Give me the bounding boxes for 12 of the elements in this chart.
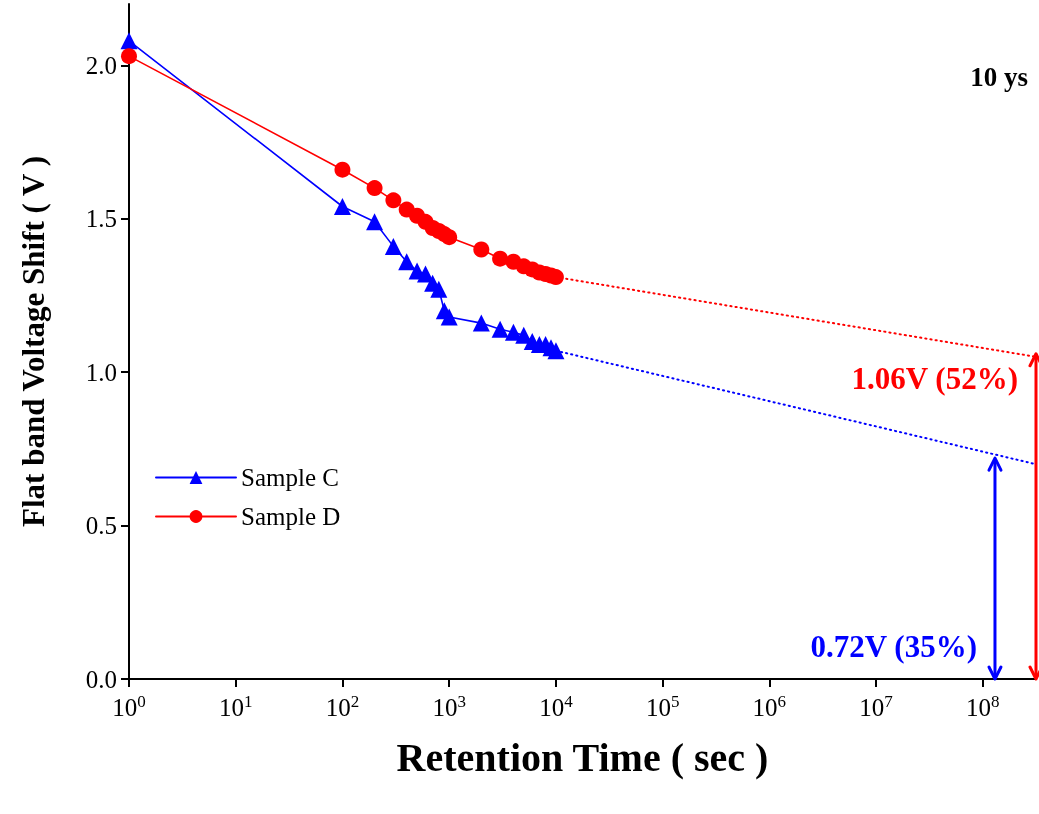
legend-label: Sample D [241, 503, 341, 530]
y-tick-label: 2.0 [85, 51, 117, 79]
x-axis-title: Retention Time ( sec ) [396, 734, 769, 780]
legend-label: Sample C [241, 464, 339, 491]
annotation: 1.06V (52%) [851, 360, 1018, 396]
y-tick-label: 1.0 [85, 358, 117, 386]
y-tick-label: 0.0 [85, 665, 117, 693]
y-tick-label: 0.5 [85, 512, 117, 540]
annotation: 0.72V (35%) [810, 629, 977, 664]
y-tick-label: 1.5 [85, 205, 117, 233]
annotation: 10 ys [970, 62, 1028, 92]
y-axis-title: Flat band Voltage Shift ( V ) [16, 156, 51, 527]
